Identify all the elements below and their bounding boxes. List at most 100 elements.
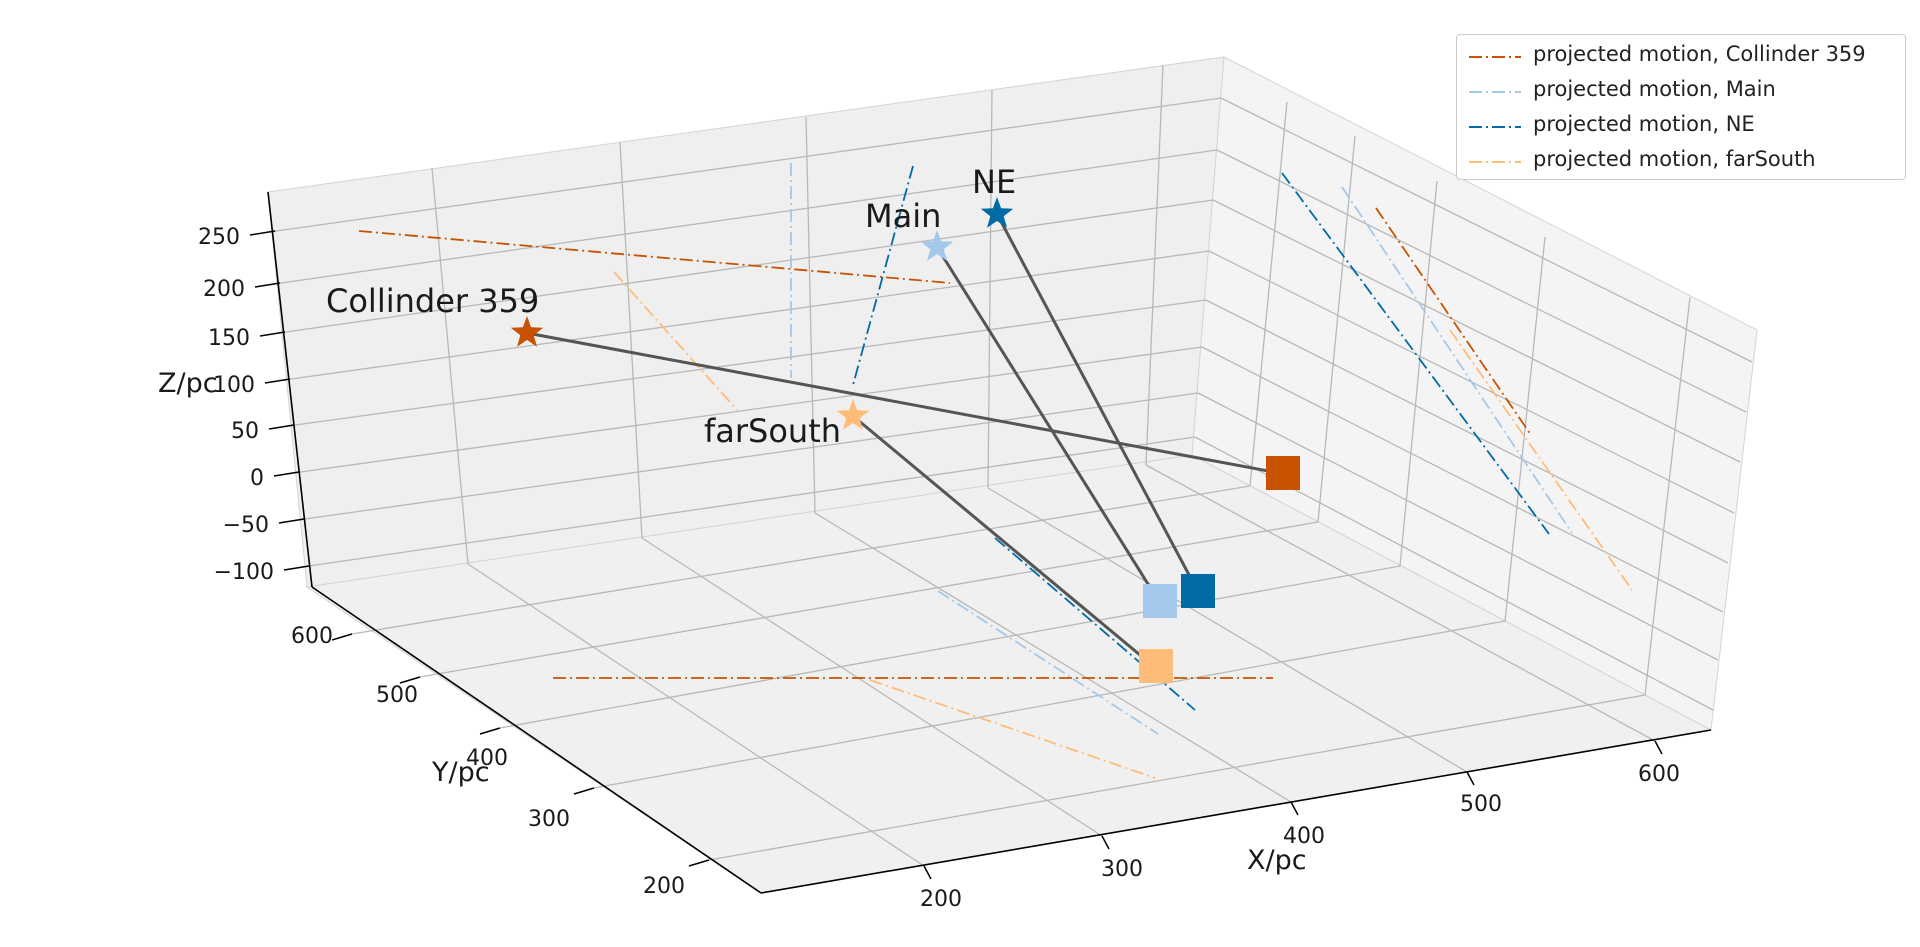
x-tick-label: 200 — [920, 887, 962, 912]
z-tick — [273, 471, 300, 477]
grid-y-floor — [708, 694, 1646, 861]
x-tick — [1290, 801, 1299, 816]
legend-entry: projected motion, farSouth — [1457, 144, 1905, 179]
grid-z-right — [1216, 149, 1747, 413]
label-farsouth: farSouth — [704, 412, 841, 450]
x-axis-label: X/pc — [1247, 845, 1307, 876]
grid-x-left — [619, 141, 643, 539]
z-tick — [264, 378, 291, 384]
grid-x-left — [805, 116, 816, 514]
axis-panes — [267, 56, 1758, 894]
y-tick-label: 400 — [466, 746, 508, 771]
legend-swatch — [1469, 56, 1521, 58]
arrow-main — [935, 246, 1158, 600]
x-tick-label: 300 — [1101, 857, 1143, 882]
grid-z-left — [268, 97, 1222, 233]
y-axis-line — [311, 586, 762, 894]
arrow-ne — [995, 213, 1198, 588]
projection-right-main — [1341, 186, 1573, 534]
legend-entry: projected motion, Collinder 359 — [1457, 39, 1905, 74]
x-tick — [1101, 835, 1110, 850]
legend-label: projected motion, Collinder 359 — [1533, 42, 1866, 66]
grid-x-floor — [814, 512, 1292, 803]
group-labels: Collinder 359 Main NE farSouth — [326, 163, 1016, 450]
z-tick-label: 0 — [250, 466, 264, 491]
star-marker-main — [920, 230, 954, 261]
x-tick-label: 500 — [1460, 792, 1502, 817]
y-tick-label: 200 — [643, 874, 685, 899]
z-tick-label: 200 — [203, 277, 245, 302]
legend-entry: projected motion, Main — [1457, 74, 1905, 109]
projection-floor-farsouth — [869, 679, 1156, 779]
legend-label: projected motion, Main — [1533, 77, 1776, 101]
grid-z-left — [297, 392, 1199, 521]
y-tick-label: 600 — [291, 624, 333, 649]
projection-floor-main — [937, 590, 1159, 735]
grid-x-floor — [467, 563, 925, 867]
z-tick-label: 50 — [231, 419, 259, 444]
z-tick-label: 250 — [198, 225, 240, 250]
z-tick-label: −100 — [214, 560, 274, 585]
grid-z-right — [1197, 392, 1719, 661]
grid-y-right — [1399, 180, 1438, 567]
grid-z-left — [301, 436, 1196, 568]
z-tick — [283, 565, 310, 571]
square-marker-main — [1143, 584, 1177, 618]
label-main: Main — [865, 197, 941, 235]
x-tick — [923, 865, 932, 880]
legend-label: projected motion, farSouth — [1533, 147, 1816, 171]
grid-y-right — [1249, 101, 1288, 487]
projection-left-collinder-359 — [358, 230, 951, 284]
grid-z-right — [1201, 346, 1724, 613]
star-marker-ne — [980, 197, 1014, 228]
z-tick-label: −50 — [223, 513, 269, 538]
grid-z-right — [1212, 199, 1741, 463]
z-tick — [249, 230, 276, 236]
legend-label: projected motion, NE — [1533, 112, 1755, 136]
square-marker-collinder-359 — [1266, 456, 1300, 490]
tick-labels: −100 −50 0 50 100 150 200 250 200 300 40… — [198, 225, 1680, 912]
x-tick-label: 600 — [1638, 762, 1680, 787]
y-tick — [399, 676, 421, 684]
x-tick — [1654, 740, 1663, 755]
z-tick — [254, 282, 281, 288]
y-tick — [479, 727, 501, 735]
star-marker-collinder-359 — [510, 316, 544, 347]
grid-x-left — [987, 89, 993, 489]
legend-swatch — [1469, 161, 1521, 163]
grid-y-right — [1317, 135, 1356, 523]
legend-swatch — [1469, 126, 1521, 128]
grid-x-floor — [987, 487, 1468, 773]
grid-z-left — [292, 346, 1203, 474]
y-tick — [331, 633, 353, 641]
grid-x-floor — [1145, 464, 1656, 742]
projection-right-farsouth — [1449, 329, 1633, 591]
grid-y-floor — [419, 521, 1319, 678]
z-axis-label: Z/pc — [158, 368, 218, 399]
y-tick — [573, 787, 595, 795]
grid-x-floor — [641, 537, 1103, 837]
x-tick — [1466, 771, 1475, 786]
z-tick — [278, 518, 305, 524]
group-markers — [510, 197, 1300, 683]
y-tick-label: 500 — [376, 683, 418, 708]
axis-labels: Z/pc Y/pc X/pc — [158, 368, 1307, 876]
grid-y-right — [1504, 236, 1546, 622]
x-tick-label: 400 — [1283, 824, 1325, 849]
axis-spines — [267, 191, 1712, 894]
legend-entry: projected motion, NE — [1457, 109, 1905, 144]
grid-y-floor — [499, 565, 1401, 729]
projection-left-farsouth — [613, 271, 738, 411]
legend-swatch — [1469, 91, 1521, 93]
grid-x-left — [1145, 64, 1164, 466]
z-tick — [259, 331, 286, 337]
grid-y-floor — [593, 620, 1506, 789]
z-tick — [268, 424, 295, 430]
grid-z-left — [278, 199, 1214, 334]
z-axis-line — [267, 191, 313, 588]
star-marker-farsouth — [836, 399, 870, 430]
tick-marks — [249, 230, 1663, 880]
grid-z-left — [273, 149, 1218, 285]
projection-left-ne — [852, 165, 914, 386]
